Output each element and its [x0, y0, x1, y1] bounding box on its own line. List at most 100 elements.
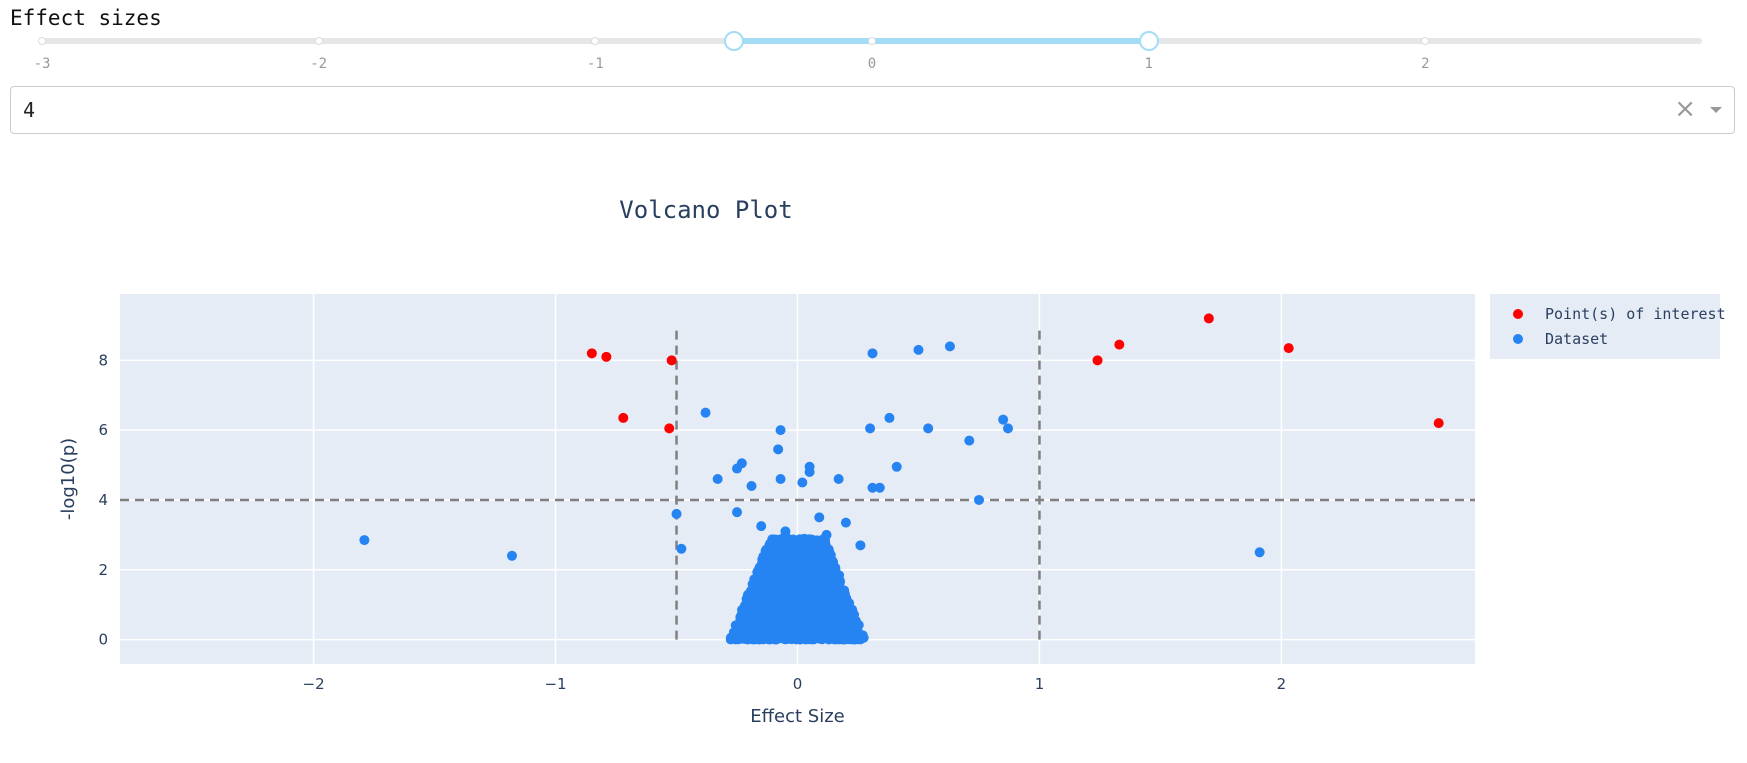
data-point — [743, 589, 753, 600]
volcano-plot: Volcano Plot −2 −1 0 1 2 0 2 4 6 8 Effect Size -l… — [58, 196, 1726, 727]
threshold-lines — [120, 330, 1475, 640]
slider-handle-low[interactable] — [723, 31, 744, 51]
threshold-dropdown[interactable]: 4 × — [10, 86, 1735, 134]
data-point — [791, 556, 801, 567]
data-point — [807, 564, 817, 574]
data-point — [827, 604, 838, 615]
data-point — [825, 614, 836, 625]
data-point — [797, 591, 807, 602]
point-of-interest — [586, 348, 597, 359]
y-tick-label: 8 — [98, 351, 108, 369]
data-point — [732, 507, 743, 518]
x-tick-label: −2 — [303, 675, 325, 693]
data-point — [840, 517, 851, 528]
data-point — [806, 534, 817, 545]
data-point — [738, 606, 749, 617]
data-point — [842, 617, 852, 628]
data-point — [783, 604, 793, 614]
slider-tick — [591, 37, 600, 45]
data-point — [773, 444, 784, 455]
point-of-interest — [618, 412, 629, 423]
point-of-interest — [1114, 339, 1125, 350]
data-point — [778, 576, 788, 587]
point-of-interest — [664, 423, 675, 434]
data-point — [780, 632, 791, 643]
legend[interactable]: Point(s) of interest Dataset — [1490, 294, 1726, 359]
data-point — [821, 529, 832, 540]
data-point — [797, 477, 808, 488]
x-tick-label: 0 — [793, 675, 803, 693]
data-point — [834, 583, 845, 594]
data-point — [865, 423, 876, 434]
data-point — [775, 474, 786, 484]
point-of-interest — [1203, 313, 1214, 324]
data-point — [891, 461, 902, 472]
data-point — [998, 414, 1009, 425]
data-point — [867, 348, 878, 359]
data-point — [809, 604, 819, 614]
data-point — [874, 482, 885, 493]
data-point — [763, 546, 773, 557]
data-point — [798, 549, 808, 560]
data-points — [359, 313, 1444, 645]
data-point — [780, 569, 790, 580]
chevron-down-icon[interactable] — [1710, 107, 1722, 113]
data-point — [844, 598, 855, 608]
data-point — [758, 600, 768, 611]
data-point — [359, 535, 370, 546]
slider-handle-high[interactable] — [1138, 31, 1159, 51]
data-point — [763, 634, 774, 644]
data-point — [776, 595, 787, 605]
data-point — [756, 613, 766, 624]
data-point — [813, 620, 824, 631]
data-point — [767, 623, 777, 634]
data-point — [743, 632, 754, 642]
slider-tick — [38, 37, 46, 45]
data-point — [790, 542, 800, 553]
slider-mark-label: -2 — [310, 56, 328, 72]
point-of-interest — [1092, 355, 1103, 366]
legend-marker — [1513, 309, 1523, 319]
data-point — [700, 407, 711, 418]
data-point — [775, 425, 786, 436]
point-of-interest — [666, 355, 677, 366]
slider-mark-label: -3 — [33, 56, 51, 72]
legend-entry-label: Dataset — [1545, 330, 1608, 348]
data-point — [913, 344, 924, 355]
data-point — [756, 583, 766, 593]
clear-icon[interactable]: × — [1674, 94, 1696, 124]
data-point — [867, 482, 878, 493]
slider-mark-label: 2 — [1421, 56, 1430, 72]
legend-marker — [1513, 334, 1523, 344]
data-point — [1254, 547, 1265, 558]
y-tick-label: 6 — [98, 421, 108, 439]
x-tick-label: 2 — [1277, 675, 1287, 693]
data-point — [799, 533, 810, 544]
data-point — [816, 590, 826, 600]
slider-tick — [1421, 37, 1430, 45]
data-point — [793, 600, 804, 610]
chart-title: Volcano Plot — [619, 196, 792, 224]
data-point — [847, 606, 857, 617]
data-point — [825, 590, 836, 601]
data-point — [822, 580, 832, 591]
data-point — [851, 615, 861, 626]
data-point — [798, 606, 808, 617]
data-point — [783, 558, 794, 568]
data-point — [735, 616, 745, 626]
y-axis-label: -log10(p) — [58, 438, 79, 520]
x-tick-label: 1 — [1035, 675, 1045, 693]
data-point — [828, 560, 838, 571]
data-point — [833, 474, 844, 484]
point-of-interest — [601, 351, 612, 362]
data-point — [842, 631, 853, 642]
data-point — [765, 575, 776, 586]
data-point — [884, 412, 895, 423]
data-point — [811, 576, 822, 587]
slider-selected-range — [733, 38, 1149, 44]
data-point — [746, 480, 757, 491]
data-point — [1003, 423, 1014, 434]
data-point — [777, 619, 787, 629]
y-tick-label: 4 — [98, 491, 108, 509]
data-point — [973, 494, 984, 505]
